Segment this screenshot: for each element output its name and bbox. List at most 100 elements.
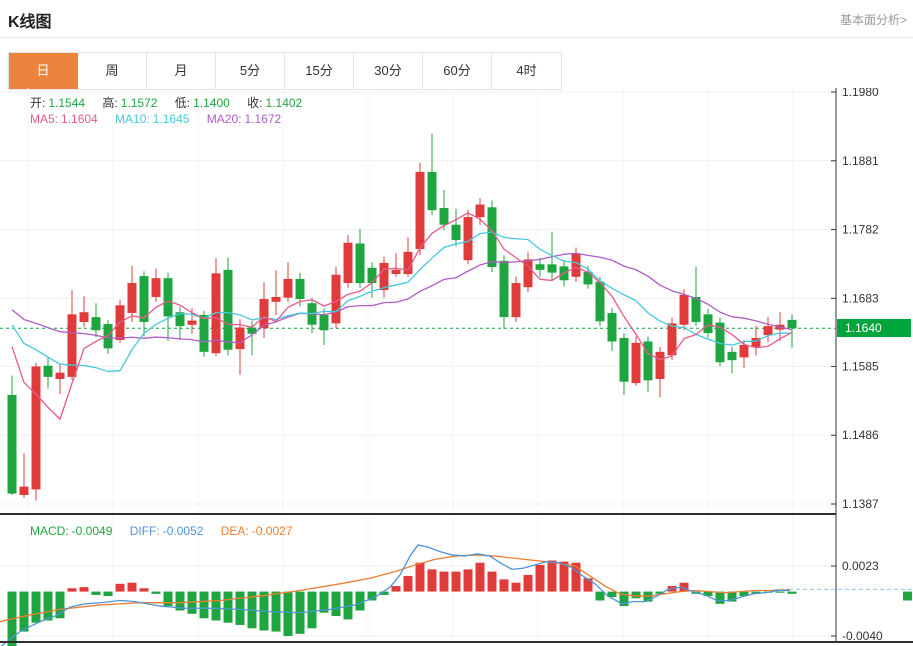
candle-body: [439, 208, 449, 225]
tab-4hour[interactable]: 4时: [492, 53, 561, 89]
candle-body: [175, 312, 185, 327]
macd-hist-bar: [175, 591, 185, 611]
dea-line: [0, 554, 791, 623]
candle-body: [19, 486, 29, 495]
macd-hist-bar: [559, 561, 569, 592]
current-price-badge: 1.1640: [837, 319, 911, 337]
macd-hist-bar: [55, 591, 65, 619]
macd-hist-bar: [751, 591, 761, 594]
macd-hist-bar: [703, 591, 713, 597]
page-title: K线图: [8, 14, 52, 31]
kline-chart[interactable]: 1.1980 1.1881 1.1782 1.1683 1.1585 1.1486 1.13…: [0, 88, 913, 646]
low-label: 低:: [174, 96, 191, 110]
ma10-line: [11, 231, 793, 373]
tab-30min[interactable]: 30分: [354, 53, 423, 89]
candle-body: [499, 260, 509, 318]
candle-body: [487, 207, 497, 268]
macd-hist-bar: [607, 591, 617, 598]
macd-hist-bar: [571, 562, 581, 592]
ma-readout: MA5: 1.1604 MA10: 1.1645 MA20: 1.1672: [30, 112, 295, 126]
candle-body: [535, 264, 545, 270]
ma5-line: [11, 212, 793, 420]
macd-hist-bar: [739, 591, 749, 597]
candle-body: [739, 344, 749, 358]
macd-hist-bar: [631, 591, 641, 599]
macd-hist-bar: [223, 591, 233, 623]
tab-day[interactable]: 日: [9, 53, 78, 89]
macd-hist-bar: [787, 591, 797, 594]
ma20-value: 1.1672: [244, 112, 282, 126]
candle-body: [583, 271, 593, 285]
candle-body: [139, 276, 149, 322]
close-label: 收:: [247, 96, 263, 110]
candle-body: [31, 366, 41, 490]
candle-body: [355, 243, 365, 284]
candle-body: [43, 365, 53, 377]
candle-body: [211, 273, 221, 354]
macd-hist-bar: [115, 583, 125, 592]
macd-hist-bar: [475, 562, 485, 592]
candle-body: [295, 278, 305, 300]
open-value: 1.1544: [48, 96, 86, 110]
candle-body: [199, 315, 209, 352]
candle-body: [475, 204, 485, 218]
candle-body: [331, 274, 341, 324]
macd-readout: MACD: -0.0049 DIFF: -0.0052 DEA: -0.0027: [30, 524, 306, 538]
candle-body: [403, 251, 413, 275]
macd-hist-bar: [43, 591, 53, 621]
candle-body: [727, 351, 737, 361]
candle-body: [259, 299, 269, 329]
macd-hist-bar: [139, 588, 149, 592]
chart-area: 1.1980 1.1881 1.1782 1.1683 1.1585 1.1486 1.13…: [0, 88, 913, 646]
y-axis-label-macd: 0.0023: [842, 559, 879, 573]
macd-hist-bar: [91, 591, 101, 595]
macd-hist-bar: [355, 591, 365, 611]
y-axis-label-main: 1.1980: [842, 88, 879, 99]
candle-body: [715, 322, 725, 363]
period-tabs: 日 周 月 5分 15分 30分 60分 4时: [8, 52, 562, 90]
candle-body: [67, 314, 77, 377]
candle-body: [391, 269, 401, 275]
candle-body: [91, 317, 101, 331]
fundamental-analysis-link[interactable]: 基本面分析>: [839, 13, 907, 27]
macd-value: -0.0049: [71, 524, 113, 538]
candle-body: [523, 259, 533, 288]
tab-week[interactable]: 周: [78, 53, 147, 89]
macd-hist-bar: [547, 560, 557, 592]
candle-body: [631, 342, 641, 384]
ma5-value: 1.1604: [61, 112, 98, 126]
macd-hist-bar: [451, 571, 461, 592]
candle-body: [463, 217, 473, 261]
candle-body: [271, 296, 281, 302]
macd-hist-bar: [379, 591, 389, 595]
macd-hist-bar: [403, 576, 413, 592]
macd-hist-bar: [19, 591, 29, 632]
macd-hist-bar: [583, 578, 593, 592]
tab-5min[interactable]: 5分: [216, 53, 285, 89]
macd-hist-bar: [67, 588, 77, 592]
candle-body: [379, 262, 389, 291]
macd-hist-bar: [487, 571, 497, 592]
tab-60min[interactable]: 60分: [423, 53, 492, 89]
y-axis-label-main: 1.1585: [842, 359, 879, 373]
open-label: 开:: [30, 96, 46, 110]
tab-15min[interactable]: 15分: [285, 53, 354, 89]
candle-body: [415, 171, 425, 250]
y-axis-label-main: 1.1387: [842, 497, 879, 511]
candle-body: [679, 294, 689, 325]
tab-month[interactable]: 月: [147, 53, 216, 89]
ma5-label: MA5:: [30, 112, 59, 126]
candle-body: [451, 224, 461, 240]
macd-hist-bar: [619, 591, 629, 607]
panel-header: K线图 基本面分析>: [0, 0, 913, 38]
macd-hist-bar: [391, 586, 401, 592]
candle-body: [319, 315, 329, 331]
dea-value: -0.0027: [251, 524, 293, 538]
candle-body: [151, 278, 161, 297]
macd-hist-bar: [463, 569, 473, 592]
close-value: 1.1402: [265, 96, 303, 110]
y-axis-label-macd: -0.0040: [842, 629, 883, 643]
macd-hist-bar: [199, 591, 209, 619]
macd-hist-bar: [523, 574, 533, 592]
candle-body: [223, 269, 233, 350]
